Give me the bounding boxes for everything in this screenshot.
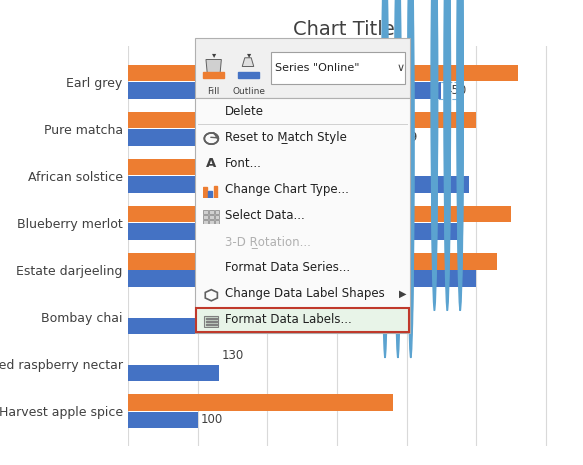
- Bar: [203, 187, 207, 198]
- Bar: [215, 210, 219, 214]
- Bar: [215, 215, 219, 219]
- Bar: [209, 210, 213, 214]
- Polygon shape: [206, 60, 222, 73]
- Text: Fill: Fill: [208, 86, 220, 96]
- Text: 100: 100: [201, 413, 223, 426]
- Circle shape: [395, 0, 401, 358]
- Bar: [128, 82, 441, 99]
- Text: Change Chart Type...: Change Chart Type...: [225, 183, 349, 196]
- Text: 379: 379: [395, 131, 417, 144]
- Bar: [203, 72, 224, 78]
- Circle shape: [457, 0, 463, 294]
- Bar: [128, 318, 206, 334]
- Bar: [128, 112, 476, 128]
- Circle shape: [431, 0, 438, 311]
- Text: Format Data Series...: Format Data Series...: [225, 261, 350, 274]
- Circle shape: [382, 0, 388, 341]
- Bar: [128, 176, 469, 193]
- Bar: [128, 271, 476, 287]
- Bar: [208, 191, 212, 198]
- Bar: [128, 129, 392, 146]
- Title: Chart Title: Chart Title: [293, 20, 395, 40]
- Bar: [215, 219, 219, 224]
- Bar: [128, 394, 393, 411]
- Bar: [238, 72, 259, 78]
- Bar: [203, 215, 208, 219]
- Text: Delete: Delete: [225, 105, 264, 118]
- Circle shape: [408, 0, 414, 358]
- Text: A: A: [206, 157, 216, 170]
- Text: ▶: ▶: [399, 289, 407, 299]
- Bar: [128, 223, 462, 240]
- Bar: [209, 219, 213, 224]
- Bar: [213, 186, 217, 198]
- Text: ▾: ▾: [247, 51, 251, 60]
- Circle shape: [408, 0, 414, 341]
- Text: 112: 112: [209, 302, 231, 315]
- Text: Outline: Outline: [232, 86, 265, 96]
- Text: Change Data Label Shapes: Change Data Label Shapes: [225, 287, 385, 300]
- Bar: [128, 159, 268, 175]
- Circle shape: [444, 0, 451, 311]
- Circle shape: [444, 0, 451, 294]
- Circle shape: [395, 0, 401, 341]
- Text: 3-D R̲otation...: 3-D R̲otation...: [225, 235, 311, 248]
- Text: 130: 130: [222, 349, 244, 362]
- Polygon shape: [242, 58, 254, 66]
- Text: Reset to M̲atch Style: Reset to M̲atch Style: [225, 131, 347, 144]
- Text: ∨: ∨: [396, 63, 405, 73]
- Text: Format Data Labels...: Format Data Labels...: [225, 313, 352, 326]
- Bar: [206, 324, 216, 325]
- Circle shape: [382, 0, 388, 358]
- Bar: [209, 215, 213, 219]
- Circle shape: [457, 0, 463, 311]
- Bar: [203, 219, 208, 224]
- Text: ▾: ▾: [212, 51, 216, 60]
- Bar: [128, 206, 511, 222]
- Text: Select Data...: Select Data...: [225, 209, 305, 222]
- Text: 450: 450: [444, 84, 466, 97]
- Text: Series "Online": Series "Online": [275, 63, 360, 73]
- Text: Font...: Font...: [225, 157, 262, 170]
- Bar: [203, 210, 208, 214]
- Bar: [204, 316, 218, 327]
- Bar: [206, 318, 216, 319]
- Bar: [128, 365, 219, 381]
- Bar: [206, 321, 216, 322]
- Circle shape: [431, 0, 438, 294]
- Bar: [128, 253, 497, 270]
- Text: 200: 200: [270, 160, 293, 173]
- Bar: [128, 65, 518, 81]
- Bar: [128, 412, 198, 428]
